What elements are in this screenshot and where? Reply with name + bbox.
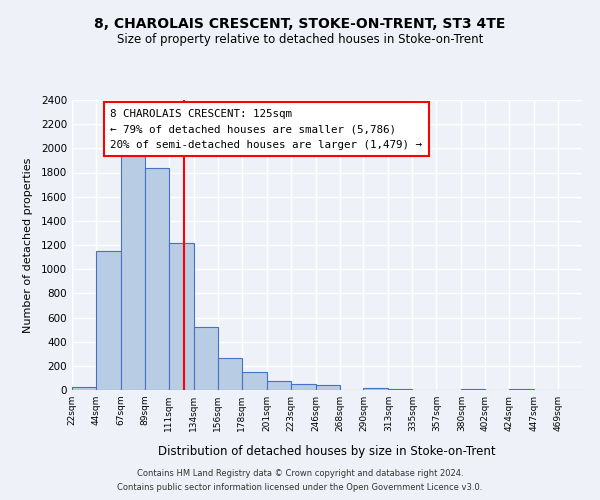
Bar [316, 386, 340, 390]
Bar [290, 384, 316, 390]
Bar [145, 168, 169, 390]
Bar [72, 387, 96, 390]
Bar [364, 388, 388, 390]
Bar [242, 372, 266, 390]
Bar [194, 327, 218, 390]
Bar [96, 251, 121, 390]
Y-axis label: Number of detached properties: Number of detached properties [23, 158, 32, 332]
Bar [388, 389, 412, 390]
Bar [266, 380, 290, 390]
Text: Size of property relative to detached houses in Stoke-on-Trent: Size of property relative to detached ho… [117, 32, 483, 46]
Bar [218, 358, 242, 390]
Text: 8, CHAROLAIS CRESCENT, STOKE-ON-TRENT, ST3 4TE: 8, CHAROLAIS CRESCENT, STOKE-ON-TRENT, S… [94, 18, 506, 32]
X-axis label: Distribution of detached houses by size in Stoke-on-Trent: Distribution of detached houses by size … [158, 445, 496, 458]
Text: Contains HM Land Registry data © Crown copyright and database right 2024.: Contains HM Land Registry data © Crown c… [137, 468, 463, 477]
Bar [121, 154, 145, 390]
Bar [169, 242, 194, 390]
Text: Contains public sector information licensed under the Open Government Licence v3: Contains public sector information licen… [118, 484, 482, 492]
Text: 8 CHAROLAIS CRESCENT: 125sqm
← 79% of detached houses are smaller (5,786)
20% of: 8 CHAROLAIS CRESCENT: 125sqm ← 79% of de… [110, 108, 422, 150]
